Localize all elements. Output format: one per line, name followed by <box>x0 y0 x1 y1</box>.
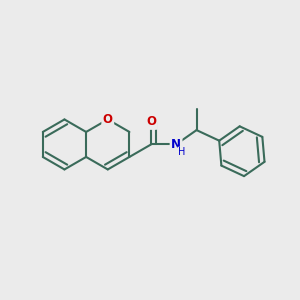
Text: H: H <box>178 147 185 157</box>
Text: N: N <box>171 138 181 151</box>
Text: O: O <box>146 116 156 128</box>
Text: O: O <box>103 113 113 126</box>
